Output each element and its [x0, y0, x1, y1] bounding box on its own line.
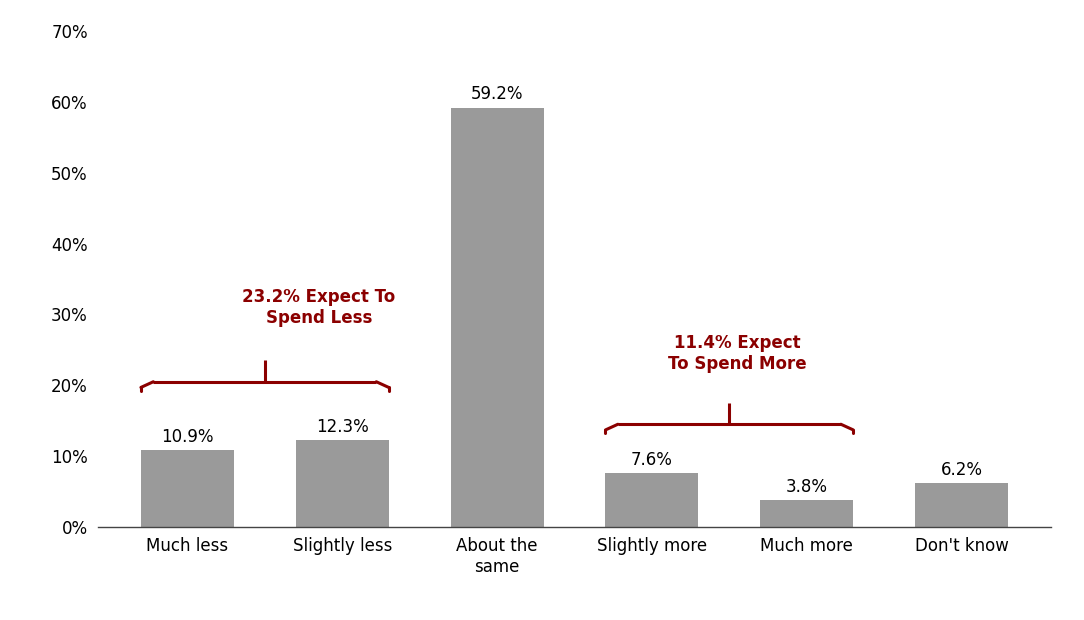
- Text: 3.8%: 3.8%: [786, 478, 828, 496]
- Bar: [141, 450, 234, 527]
- Bar: [760, 500, 853, 527]
- Bar: [915, 483, 1008, 527]
- Text: 6.2%: 6.2%: [941, 461, 983, 479]
- Text: 23.2% Expect To
Spend Less: 23.2% Expect To Spend Less: [243, 288, 396, 327]
- Text: 11.4% Expect
To Spend More: 11.4% Expect To Spend More: [668, 334, 806, 373]
- Bar: [606, 473, 698, 527]
- Text: 10.9%: 10.9%: [162, 428, 214, 446]
- Bar: [296, 440, 389, 527]
- Text: 59.2%: 59.2%: [470, 86, 524, 104]
- Text: 12.3%: 12.3%: [315, 418, 369, 436]
- Bar: [451, 107, 543, 527]
- Text: 7.6%: 7.6%: [631, 451, 673, 469]
